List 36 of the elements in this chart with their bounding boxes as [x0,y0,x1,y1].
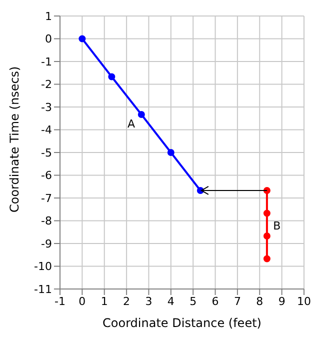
point [263,210,270,217]
y-tick-label: 1 [45,10,52,23]
y-tick-label: -10 [34,260,52,274]
x-tick-label: 6 [212,294,219,308]
point [138,111,145,118]
point [167,149,174,156]
x-tick-label: 9 [278,294,286,308]
x-tick-label: 5 [190,294,197,308]
x-tick-label: 3 [145,294,152,308]
x-tick-label: 4 [167,294,174,308]
point [263,255,270,262]
x-tick-label: -1 [54,294,66,308]
x-tick-label: 0 [78,294,86,308]
y-tick-label: 0 [45,32,52,46]
point [263,232,270,240]
x-tick-label: 8 [256,294,264,308]
x-tick-label: 2 [123,294,130,308]
x-tick-label: 1 [100,294,108,308]
series-label: A [128,118,136,131]
x-tick-label: 7 [234,294,241,308]
y-tick-label: -11 [34,282,52,296]
y-tick-label: -1 [41,55,52,68]
y-tick-label: -2 [41,78,52,92]
x-axis-title: Coordinate Distance (feet) [102,316,262,330]
y-tick-label: -3 [41,100,52,114]
y-tick-label: -6 [41,169,52,182]
y-tick-label: -5 [41,146,52,160]
point [108,73,116,80]
point [78,35,86,42]
y-tick-label: -8 [41,214,52,228]
y-tick-label: -7 [41,192,52,205]
series-label: B [273,220,281,233]
y-tick-label: -9 [41,237,52,250]
x-tick-label: 10 [297,294,311,308]
y-axis-title: Coordinate Time (nsecs) [7,66,22,212]
y-tick-label: -4 [41,124,52,137]
